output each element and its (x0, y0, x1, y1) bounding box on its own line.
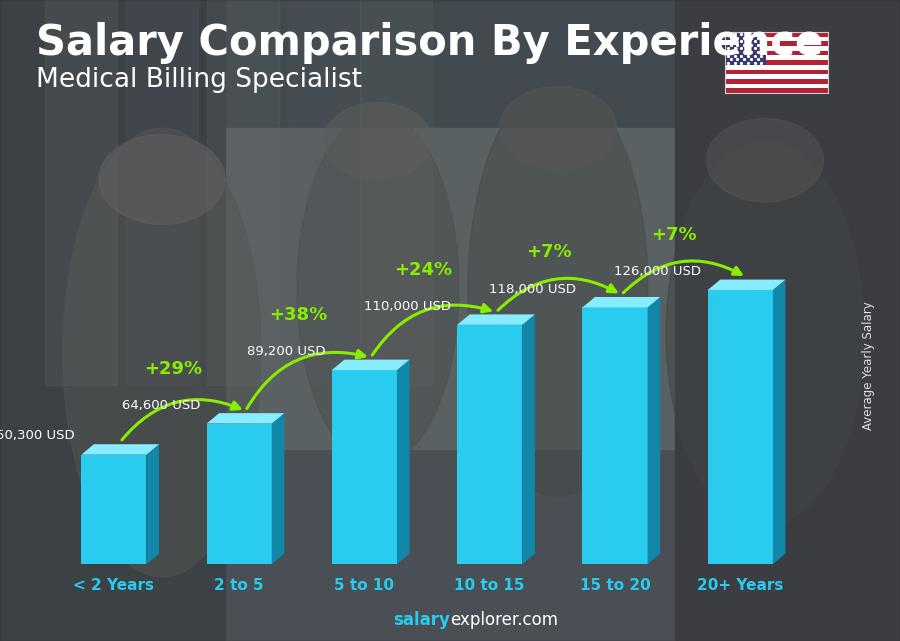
Text: 126,000 USD: 126,000 USD (615, 265, 701, 278)
Bar (582, 308, 648, 564)
Text: 89,200 USD: 89,200 USD (248, 345, 326, 358)
Text: +29%: +29% (144, 360, 202, 378)
Bar (288, 0, 360, 385)
Ellipse shape (63, 128, 261, 577)
Bar (0, 0, 225, 641)
Polygon shape (773, 279, 786, 564)
Bar (45, 0, 117, 385)
Bar (724, 46, 828, 51)
Text: salary: salary (393, 612, 450, 629)
Text: +7%: +7% (651, 226, 697, 244)
Circle shape (500, 87, 616, 170)
Bar (675, 0, 900, 641)
Polygon shape (397, 360, 410, 564)
Ellipse shape (666, 141, 864, 526)
Polygon shape (648, 297, 660, 564)
Text: +7%: +7% (526, 244, 572, 262)
Bar (724, 60, 828, 65)
Bar (0, 0, 900, 288)
Bar (457, 325, 522, 564)
Text: Average Yearly Salary: Average Yearly Salary (862, 301, 875, 429)
Bar (207, 0, 279, 385)
Bar (81, 454, 147, 564)
Text: +38%: +38% (269, 306, 328, 324)
Bar (724, 32, 766, 65)
Text: 50,300 USD: 50,300 USD (0, 428, 75, 442)
Bar (724, 69, 828, 74)
Polygon shape (457, 314, 535, 325)
Bar (724, 65, 828, 69)
Polygon shape (707, 279, 786, 290)
Polygon shape (582, 297, 660, 308)
Text: 64,600 USD: 64,600 USD (122, 399, 201, 412)
Circle shape (99, 135, 225, 224)
Bar (724, 42, 828, 46)
Bar (724, 83, 828, 88)
Bar (180, 128, 720, 449)
Polygon shape (522, 314, 535, 564)
Polygon shape (332, 360, 410, 370)
Bar (126, 0, 198, 385)
Circle shape (706, 119, 824, 202)
Bar (332, 370, 397, 564)
Bar (724, 32, 828, 37)
Text: explorer.com: explorer.com (450, 612, 558, 629)
Polygon shape (207, 413, 284, 424)
Circle shape (324, 103, 432, 179)
Ellipse shape (297, 112, 459, 465)
Polygon shape (81, 444, 159, 454)
Bar (707, 290, 773, 564)
Text: Medical Billing Specialist: Medical Billing Specialist (36, 67, 362, 94)
Bar (724, 88, 828, 93)
Text: Salary Comparison By Experience: Salary Comparison By Experience (36, 22, 824, 65)
Bar (360, 0, 432, 385)
Text: 118,000 USD: 118,000 USD (490, 283, 576, 296)
Bar (207, 424, 272, 564)
Bar (0, 288, 900, 641)
Polygon shape (272, 413, 284, 564)
Bar (724, 79, 828, 83)
Ellipse shape (468, 80, 648, 497)
Text: 110,000 USD: 110,000 USD (364, 300, 451, 313)
Bar (724, 56, 828, 60)
Bar (724, 74, 828, 79)
Text: +24%: +24% (394, 261, 453, 279)
Bar (724, 51, 828, 56)
Polygon shape (147, 444, 159, 564)
Bar (724, 37, 828, 42)
